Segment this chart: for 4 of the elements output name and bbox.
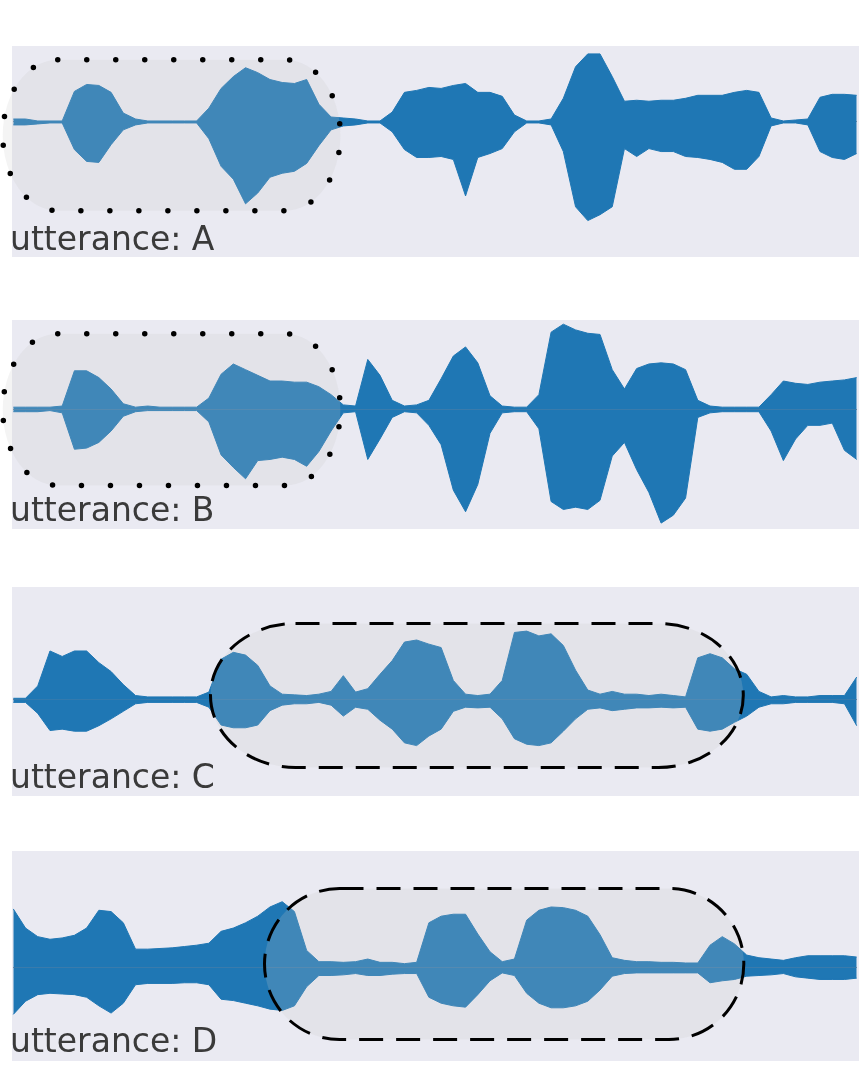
text: utterance: C bbox=[10, 757, 215, 797]
text: utterance: D bbox=[10, 1021, 218, 1060]
text: utterance: A bbox=[10, 219, 215, 258]
text: utterance: B bbox=[10, 490, 215, 530]
